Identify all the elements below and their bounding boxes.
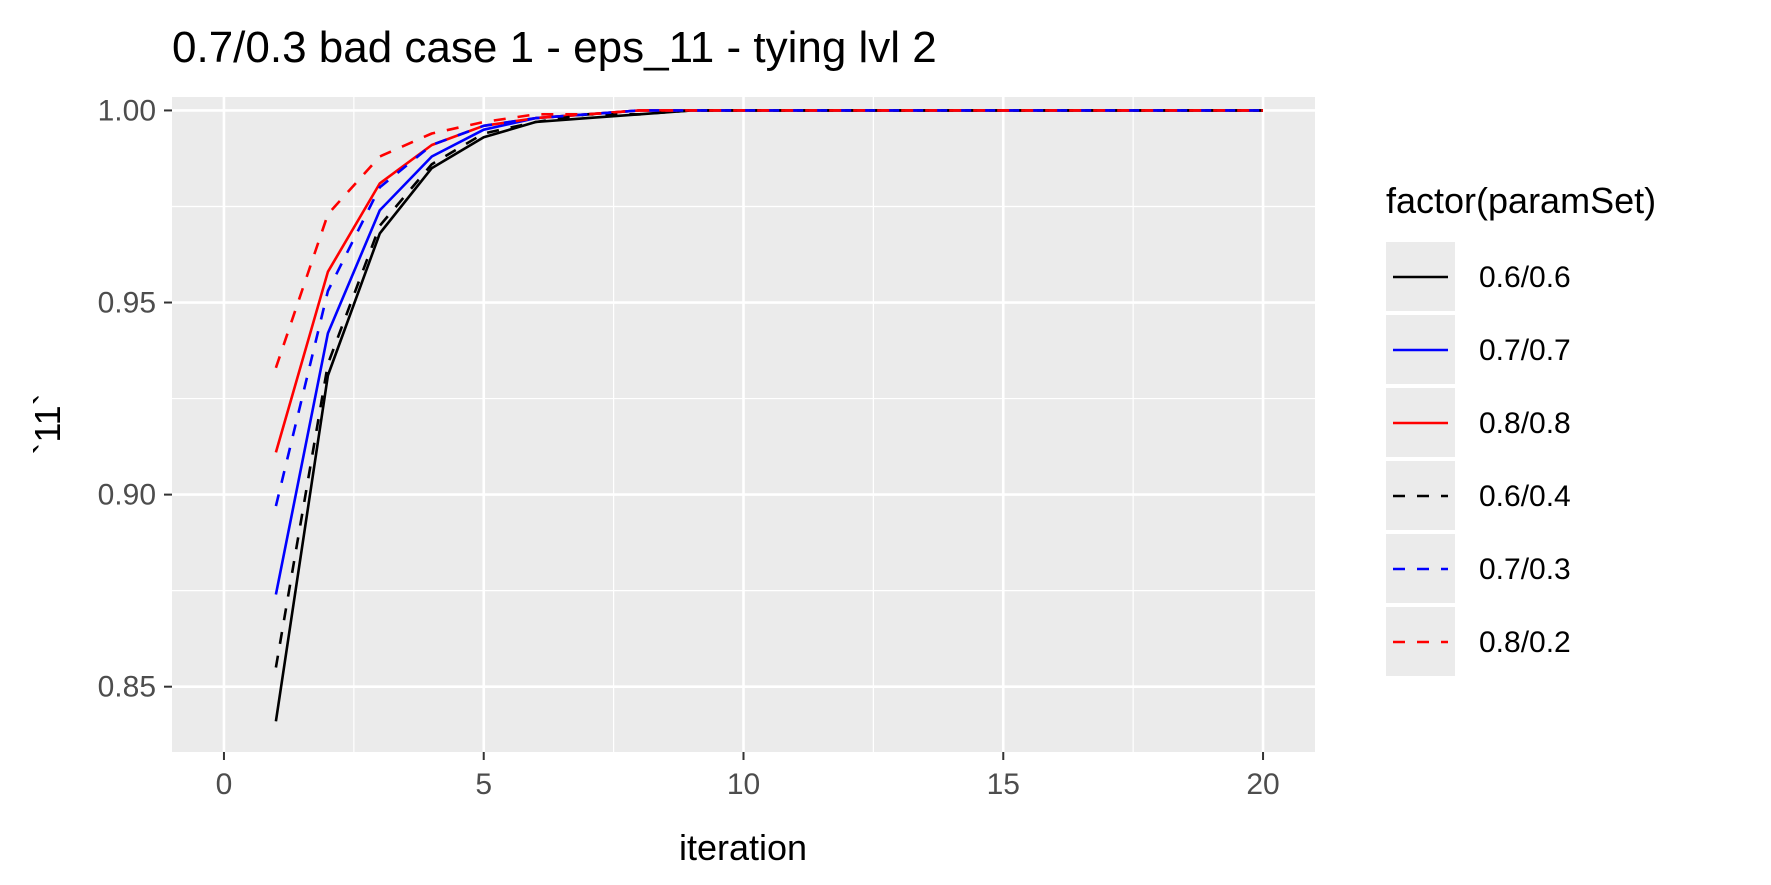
series-lines [274, 109, 1263, 722]
x-axis: 0 5 10 15 20 [216, 752, 1280, 801]
y-tick-label: 0.85 [98, 671, 156, 704]
legend-label: 0.8/0.2 [1479, 626, 1571, 659]
y-axis: 0.85 0.90 0.95 1.00 [98, 94, 172, 704]
x-tick-label: 15 [987, 768, 1020, 801]
x-axis-title: iteration [679, 827, 807, 868]
legend-label: 0.6/0.6 [1479, 261, 1571, 294]
major-gridlines [172, 97, 1315, 752]
x-tick-label: 5 [475, 768, 492, 801]
series-line-0.8-0.2 [274, 109, 1263, 369]
x-tick-label: 0 [216, 768, 233, 801]
legend-title: factor(paramSet) [1386, 180, 1656, 221]
y-tick-label: 1.00 [98, 94, 156, 127]
legend: factor(paramSet) 0.6/0.6 0.7/0.7 0.8/0.8 0.… [1386, 180, 1656, 676]
legend-label: 0.6/0.4 [1479, 480, 1571, 513]
legend-label: 0.7/0.3 [1479, 553, 1571, 586]
legend-label: 0.8/0.8 [1479, 407, 1571, 440]
series-line-0.7-0.3 [274, 109, 1263, 507]
y-tick-label: 0.90 [98, 479, 156, 512]
legend-label: 0.7/0.7 [1479, 334, 1571, 367]
y-axis-title: `11` [27, 393, 68, 454]
x-tick-label: 20 [1246, 768, 1279, 801]
y-tick-label: 0.95 [98, 287, 156, 320]
chart-title: 0.7/0.3 bad case 1 - eps_11 - tying lvl … [172, 23, 937, 72]
x-tick-label: 10 [727, 768, 760, 801]
